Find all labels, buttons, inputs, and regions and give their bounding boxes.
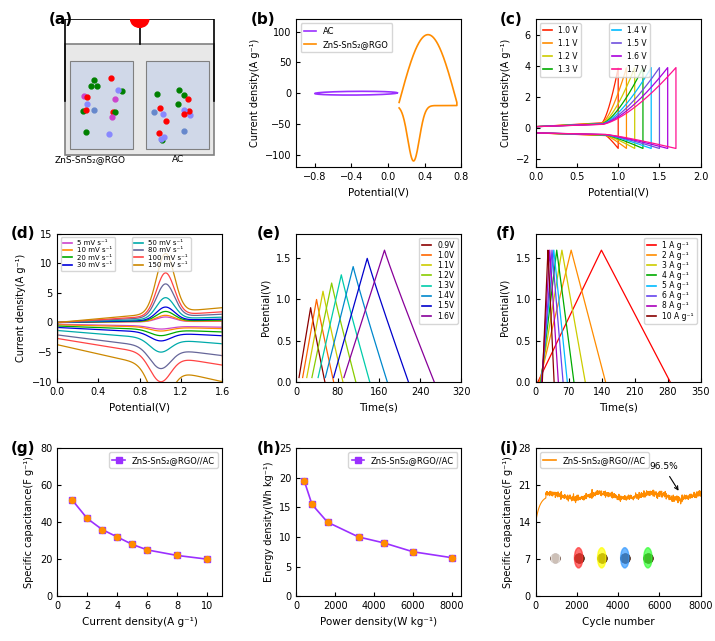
Point (66, 495, 78, 505)
X-axis label: Time(s): Time(s) (360, 402, 398, 412)
X-axis label: Potential(V): Potential(V) (588, 188, 649, 197)
Legend: 0.9V, 1.0V, 1.1V, 1.2V, 1.3V, 1.4V, 1.5V, 1.6V: 0.9V, 1.0V, 1.1V, 1.2V, 1.3V, 1.4V, 1.5V… (419, 238, 458, 324)
Point (127, 539, 138, 549)
Point (378, 538, 390, 548)
X-axis label: Time(s): Time(s) (598, 402, 638, 412)
Point (352, 532, 364, 542)
Point (298, 476, 310, 486)
Text: (b): (b) (250, 12, 275, 27)
Legend: ZnS-SnS₂@RGO//AC: ZnS-SnS₂@RGO//AC (540, 453, 649, 468)
Text: AC: AC (172, 155, 184, 164)
Point (112, 532, 123, 542)
Text: (d): (d) (11, 226, 36, 241)
X-axis label: Cycle number: Cycle number (582, 617, 654, 626)
Y-axis label: Potential(V): Potential(V) (500, 279, 510, 337)
X-axis label: Potential(V): Potential(V) (109, 402, 170, 412)
Y-axis label: Current density(A g⁻¹): Current density(A g⁻¹) (501, 39, 511, 147)
FancyBboxPatch shape (66, 44, 214, 155)
Point (446, 553, 458, 563)
Legend: 50 mV s⁻¹, 80 mV s⁻¹, 100 mV s⁻¹, 150 mV s⁻¹: 50 mV s⁻¹, 80 mV s⁻¹, 100 mV s⁻¹, 150 mV… (132, 237, 191, 271)
Text: (c): (c) (499, 12, 522, 27)
Text: (h): (h) (257, 441, 282, 456)
Text: ZnS-SnS₂@RGO: ZnS-SnS₂@RGO (55, 155, 126, 164)
Legend: ZnS-SnS₂@RGO//AC: ZnS-SnS₂@RGO//AC (109, 453, 218, 468)
Text: (a): (a) (49, 12, 73, 27)
Legend: 1.4 V, 1.5 V, 1.6 V, 1.7 V: 1.4 V, 1.5 V, 1.6 V, 1.7 V (608, 23, 650, 77)
Y-axis label: Specific capacitance(F g⁻¹): Specific capacitance(F g⁻¹) (24, 456, 34, 588)
X-axis label: Power density(W kg⁻¹): Power density(W kg⁻¹) (320, 617, 438, 626)
Y-axis label: Potential(V): Potential(V) (261, 279, 271, 337)
Point (322, 517, 333, 528)
Legend: 1 A g⁻¹, 2 A g⁻¹, 3 A g⁻¹, 4 A g⁻¹, 5 A g⁻¹, 6 A g⁻¹, 8 A g⁻¹, 10 A g⁻¹: 1 A g⁻¹, 2 A g⁻¹, 3 A g⁻¹, 4 A g⁻¹, 5 A … (644, 238, 697, 324)
Text: (i): (i) (499, 441, 518, 456)
Text: (g): (g) (11, 441, 36, 456)
Point (408, 547, 419, 557)
Point (82, 513, 93, 524)
Legend: AC, ZnS-SnS₂@RGO: AC, ZnS-SnS₂@RGO (300, 24, 393, 52)
X-axis label: Current density(A g⁻¹): Current density(A g⁻¹) (82, 617, 197, 626)
Point (306, 499, 317, 510)
Text: 96.5%: 96.5% (649, 462, 678, 490)
Point (202, 554, 213, 564)
Y-axis label: Current density(A g⁻¹): Current density(A g⁻¹) (16, 254, 26, 362)
Text: (e): (e) (257, 226, 281, 241)
FancyBboxPatch shape (147, 61, 209, 149)
Legend: ZnS-SnS₂@RGO//AC: ZnS-SnS₂@RGO//AC (348, 453, 458, 468)
Y-axis label: Specific capacitance(F g⁻¹): Specific capacitance(F g⁻¹) (503, 456, 513, 588)
Point (142, 545, 153, 555)
Point (172, 551, 183, 561)
FancyBboxPatch shape (70, 61, 133, 149)
X-axis label: Potential(V): Potential(V) (348, 188, 410, 197)
Y-axis label: Energy density(Wh kg⁻¹): Energy density(Wh kg⁻¹) (264, 462, 274, 583)
Y-axis label: Current density(A g⁻¹): Current density(A g⁻¹) (250, 39, 260, 147)
Circle shape (131, 11, 149, 28)
Point (97, 524, 108, 535)
Text: (f): (f) (496, 226, 516, 241)
